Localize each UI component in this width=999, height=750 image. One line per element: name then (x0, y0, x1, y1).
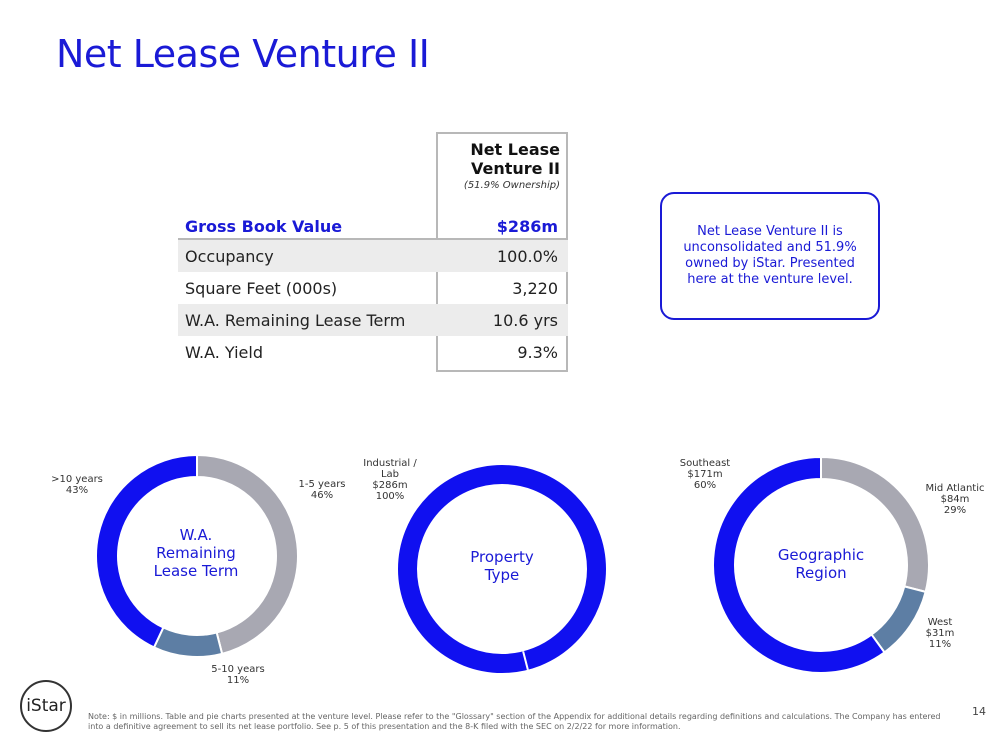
ownership-subheader: (51.9% Ownership) (463, 180, 560, 191)
row-label: W.A. Yield (185, 343, 263, 362)
row-label: Square Feet (000s) (185, 279, 338, 298)
slice-name: >10 years (51, 474, 103, 485)
chart-title-line: Region (795, 564, 847, 582)
donut-slice-10-years (95, 453, 198, 649)
slice-amount: $31m (925, 628, 955, 639)
slice-percent: 11% (928, 639, 952, 650)
slice-amount: $286m (372, 480, 408, 491)
table-row-yield: W.A. Yield 9.3% (178, 336, 568, 368)
slice-name: Lab (380, 469, 400, 480)
geographic-region-donut-chart (712, 455, 930, 674)
header-line-2: Venture II (470, 159, 560, 178)
row-value: 10.6 yrs (492, 311, 558, 330)
chart-title-line: Property (470, 548, 534, 566)
slice-name: 1-5 years (298, 479, 346, 490)
row-label: Occupancy (185, 247, 274, 266)
slice-percent: 43% (65, 485, 89, 496)
slice-label-1-5-years: 1-5 years 46% (292, 479, 352, 501)
chart-title-line: Type (484, 566, 520, 584)
donut-slice-5-10-years (152, 626, 224, 658)
row-value: 100.0% (496, 247, 558, 266)
slice-name: 5-10 years (211, 664, 265, 675)
slice-percent: 60% (693, 480, 717, 491)
table-row-square-feet: Square Feet (000s) 3,220 (178, 272, 568, 304)
table-row-occupancy: Occupancy 100.0% (178, 240, 568, 272)
slice-amount: $171m (687, 469, 723, 480)
istar-logo: iStar (20, 680, 72, 732)
slice-percent: 46% (310, 490, 334, 501)
callout-text: Net Lease Venture II is unconsolidated a… (683, 224, 857, 287)
footnote: Note: $ in millions. Table and pie chart… (88, 712, 941, 731)
slice-label-5-10-years: 5-10 years 11% (203, 664, 273, 686)
venture-column-header: Net Lease Venture II (51.9% Ownership) (436, 140, 560, 191)
slice-label-west: West $31m 11% (915, 617, 965, 650)
slice-percent: 29% (943, 505, 967, 516)
slice-label-southeast: Southeast $171m 60% (673, 458, 737, 491)
venture-summary-table: Net Lease Venture II (51.9% Ownership) G… (178, 132, 568, 372)
slice-label-industrial-lab: Industrial / Lab $286m 100% (355, 458, 425, 502)
slice-percent: 100% (375, 491, 405, 502)
slice-separator (522, 651, 529, 670)
lease-term-chart-title: W.A. Remaining Lease Term (136, 526, 256, 580)
donut-slice-industrial (398, 465, 606, 673)
slice-name: Southeast (679, 458, 731, 469)
property-type-donut-chart (398, 465, 606, 673)
table-row-lease-term: W.A. Remaining Lease Term 10.6 yrs (178, 304, 568, 336)
slice-label-over-10-years: >10 years 43% (47, 474, 107, 496)
logo-text: iStar (26, 696, 66, 716)
table-row-gross-book-value: Gross Book Value $286m (178, 214, 568, 240)
slice-name: Mid Atlantic (925, 483, 985, 494)
chart-title-line: Geographic (777, 546, 865, 564)
slice-name: Industrial / (363, 458, 417, 469)
row-label: Gross Book Value (185, 217, 343, 236)
chart-title-line: Lease Term (153, 562, 239, 580)
page-number: 14 (972, 705, 986, 718)
slice-name: West (927, 617, 953, 628)
page-title: Net Lease Venture II (56, 32, 430, 76)
ownership-callout-box: Net Lease Venture II is unconsolidated a… (660, 192, 880, 320)
geographic-region-chart-title: Geographic Region (761, 546, 881, 582)
row-value: $286m (496, 217, 558, 236)
row-value: 9.3% (517, 343, 558, 362)
slice-amount: $84m (940, 494, 970, 505)
donut-slice-southeast (712, 455, 886, 674)
slice-label-mid-atlantic: Mid Atlantic $84m 29% (917, 483, 993, 516)
chart-title-line: W.A. (179, 526, 213, 544)
header-line-1: Net Lease (470, 140, 560, 159)
chart-title-line: Remaining (156, 544, 236, 562)
slice-percent: 11% (226, 675, 250, 686)
property-type-chart-title: Property Type (442, 548, 562, 584)
row-value: 3,220 (512, 279, 558, 298)
row-label: W.A. Remaining Lease Term (185, 311, 406, 330)
lease-term-donut-chart (95, 453, 299, 658)
